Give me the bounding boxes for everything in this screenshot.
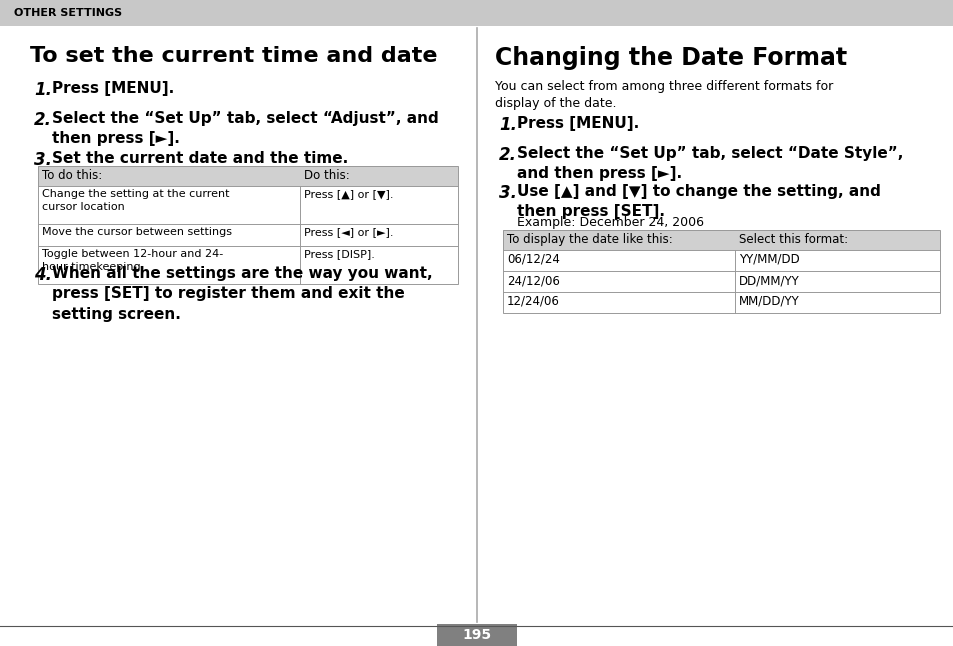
Text: Select the “Set Up” tab, select “Adjust”, and
then press [►].: Select the “Set Up” tab, select “Adjust”…	[52, 111, 438, 147]
Bar	[0, 0, 953, 26]
Text: 3.: 3.	[498, 184, 517, 202]
Text: Use [▲] and [▼] to change the setting, and
then press [SET].: Use [▲] and [▼] to change the setting, a…	[517, 184, 880, 220]
Text: To display the date like this:: To display the date like this:	[506, 233, 672, 246]
Text: 12/24/06: 12/24/06	[506, 295, 559, 308]
Text: 1.: 1.	[34, 81, 52, 99]
Text: Change the setting at the current
cursor location: Change the setting at the current cursor…	[42, 189, 230, 212]
Bar	[38, 166, 457, 186]
Text: 2.: 2.	[498, 146, 517, 164]
Text: Do this:: Do this:	[304, 169, 350, 182]
Text: 195: 195	[462, 628, 491, 642]
Text: Changing the Date Format: Changing the Date Format	[495, 46, 846, 70]
Text: Press [MENU].: Press [MENU].	[517, 116, 639, 131]
Text: To set the current time and date: To set the current time and date	[30, 46, 437, 66]
Bar	[436, 624, 517, 646]
Bar	[502, 230, 939, 313]
Text: 4.: 4.	[34, 266, 52, 284]
Bar	[502, 230, 939, 250]
Text: 24/12/06: 24/12/06	[506, 274, 559, 287]
Text: 2.: 2.	[34, 111, 52, 129]
Text: Press [◄] or [►].: Press [◄] or [►].	[304, 227, 393, 237]
Text: Move the cursor between settings: Move the cursor between settings	[42, 227, 232, 237]
Text: Toggle between 12-hour and 24-
hour timekeeping: Toggle between 12-hour and 24- hour time…	[42, 249, 223, 272]
Text: Select this format:: Select this format:	[739, 233, 847, 246]
Text: MM/DD/YY: MM/DD/YY	[739, 295, 799, 308]
Text: Press [DISP].: Press [DISP].	[304, 249, 375, 259]
Text: 1.: 1.	[498, 116, 517, 134]
Text: 3.: 3.	[34, 151, 52, 169]
Text: Press [MENU].: Press [MENU].	[52, 81, 174, 96]
Text: Example: December 24, 2006: Example: December 24, 2006	[517, 216, 703, 229]
Text: 06/12/24: 06/12/24	[506, 253, 559, 266]
Text: Select the “Set Up” tab, select “Date Style”,
and then press [►].: Select the “Set Up” tab, select “Date St…	[517, 146, 902, 182]
Text: Set the current date and the time.: Set the current date and the time.	[52, 151, 348, 166]
Text: You can select from among three different formats for
display of the date.: You can select from among three differen…	[495, 80, 832, 110]
Text: To do this:: To do this:	[42, 169, 102, 182]
Text: OTHER SETTINGS: OTHER SETTINGS	[14, 8, 122, 18]
Text: YY/MM/DD: YY/MM/DD	[739, 253, 799, 266]
Bar	[38, 166, 457, 284]
Text: Press [▲] or [▼].: Press [▲] or [▼].	[304, 189, 393, 199]
Text: DD/MM/YY: DD/MM/YY	[739, 274, 799, 287]
Text: When all the settings are the way you want,
press [SET] to register them and exi: When all the settings are the way you wa…	[52, 266, 432, 322]
